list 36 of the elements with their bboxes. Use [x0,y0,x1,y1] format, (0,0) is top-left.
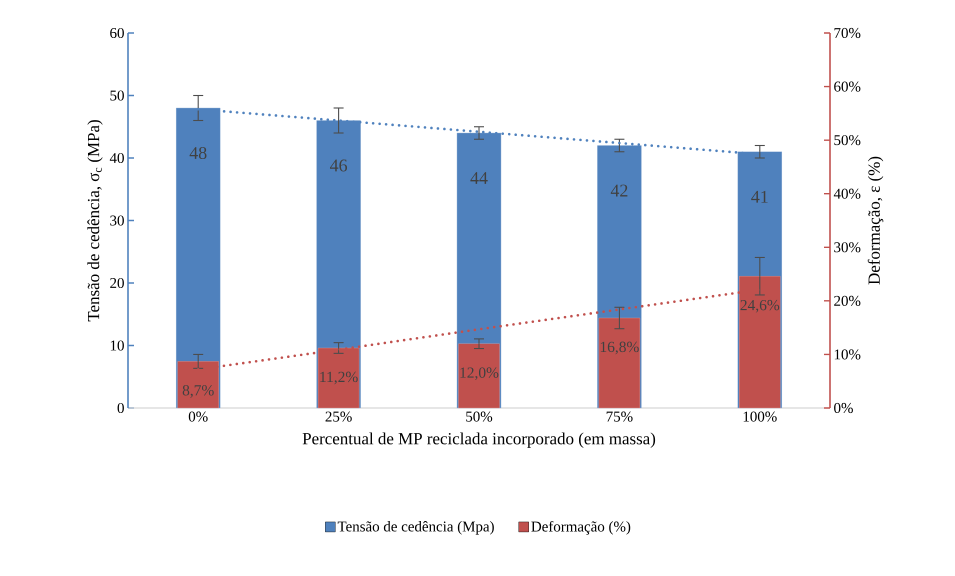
x-tick-label: 25% [326,412,352,422]
y2-axis-title: Deformação, ε (%) [868,156,884,284]
data-label: 11,2% [320,372,358,384]
y-tick-label: 60 [110,28,124,38]
data-label: 16,8% [600,342,639,354]
data-label: 41 [751,190,768,203]
y2-tick-label: 0% [834,402,853,414]
x-tick-label: 0% [188,412,208,422]
y2-tick-label: 10% [834,349,860,360]
legend-label: Tensão de cedência (Mpa) [338,521,494,535]
data-label: 48 [190,146,206,160]
legend-label: Deformação (%) [531,520,630,535]
x-tick-label: 50% [466,412,492,422]
x-tick-label: 100% [744,412,777,422]
y2-tick-label: 30% [834,242,860,252]
data-label: 12,0% [460,367,498,380]
y2-tick-label: 50% [834,135,860,146]
y-tick-label: 40 [110,152,124,164]
y-tick-label: 10 [110,340,124,351]
y-tick-label: 50 [110,90,124,101]
data-label: 44 [470,172,488,184]
y2-tick-label: 70% [834,28,860,38]
y2-tick-label: 60% [834,82,860,92]
y-tick-label: 0 [118,402,124,414]
y-tick-label: 30 [110,215,124,226]
x-axis-title: Percentual de MP reciclada incorporado (em massa) [302,432,656,448]
data-label: 24,6% [740,300,780,313]
bar [458,344,500,408]
data-label: 8,7% [182,385,214,398]
x-tick-label: 75% [606,412,633,422]
y-axis-title: Tensão de cedência, σ$_{c}$ (MPa) [87,120,103,322]
y-tick-label: 20 [110,278,124,288]
data-label: 46 [330,159,348,172]
data-label: 42 [610,184,628,196]
y2-tick-label: 40% [834,188,860,199]
y2-tick-label: 20% [834,296,860,306]
